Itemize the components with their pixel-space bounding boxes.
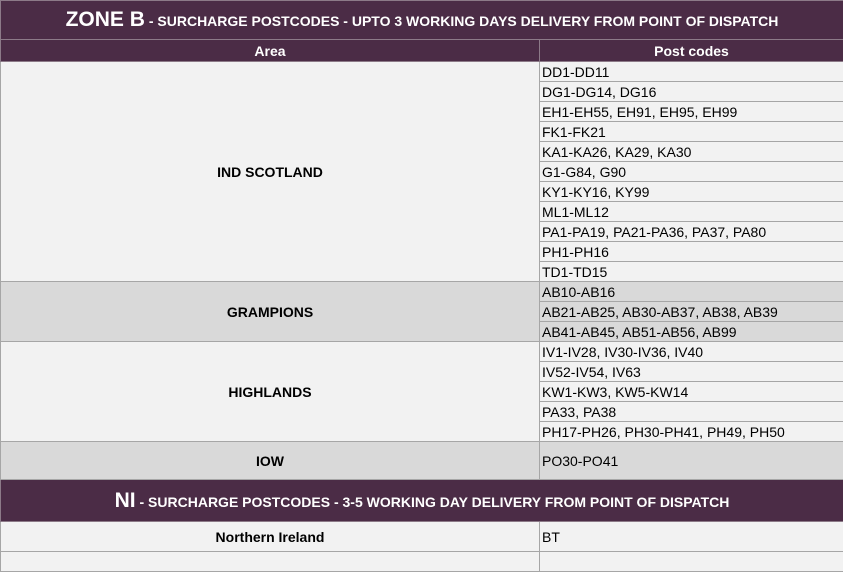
area-cell[interactable]: GRAMPIONS [1, 282, 540, 342]
area-cell[interactable]: Northern Ireland [1, 522, 540, 552]
postcode-cell[interactable]: PA33, PA38 [540, 402, 843, 422]
postcode-cell[interactable]: PH1-PH16 [540, 242, 843, 262]
ni-subtitle: - SURCHARGE POSTCODES - 3-5 WORKING DAY … [136, 494, 730, 510]
postcode-cell[interactable]: AB21-AB25, AB30-AB37, AB38, AB39 [540, 302, 843, 322]
zone-b-banner: ZONE B - SURCHARGE POSTCODES - UPTO 3 WO… [1, 1, 843, 40]
postcode-cell[interactable]: AB10-AB16 [540, 282, 843, 302]
postcode-cell[interactable]: DG1-DG14, DG16 [540, 82, 843, 102]
empty-cell[interactable] [540, 552, 843, 572]
postcode-cell[interactable]: AB41-AB45, AB51-AB56, AB99 [540, 322, 843, 342]
postcode-cell[interactable]: KY1-KY16, KY99 [540, 182, 843, 202]
postcode-cell[interactable]: BT [540, 522, 843, 552]
zone-b-title: ZONE B [66, 8, 145, 31]
postcode-cell[interactable]: G1-G84, G90 [540, 162, 843, 182]
postcode-cell[interactable]: KA1-KA26, KA29, KA30 [540, 142, 843, 162]
postcode-cell[interactable]: PH17-PH26, PH30-PH41, PH49, PH50 [540, 422, 843, 442]
postcodes-column-header: Post codes [540, 40, 843, 62]
postcode-cell[interactable]: FK1-FK21 [540, 122, 843, 142]
area-cell[interactable]: IND SCOTLAND [1, 62, 540, 282]
postcode-cell[interactable]: DD1-DD11 [540, 62, 843, 82]
area-cell[interactable]: IOW [1, 442, 540, 480]
postcode-cell[interactable]: PA1-PA19, PA21-PA36, PA37, PA80 [540, 222, 843, 242]
postcode-cell[interactable]: EH1-EH55, EH91, EH95, EH99 [540, 102, 843, 122]
postcode-cell[interactable]: ML1-ML12 [540, 202, 843, 222]
empty-row [1, 552, 843, 572]
area-column-header: Area [1, 40, 540, 62]
postcode-cell[interactable]: IV1-IV28, IV30-IV36, IV40 [540, 342, 843, 362]
empty-cell[interactable] [1, 552, 540, 572]
postcode-cell[interactable]: KW1-KW3, KW5-KW14 [540, 382, 843, 402]
zone-b-subtitle: - SURCHARGE POSTCODES - UPTO 3 WORKING D… [145, 13, 778, 29]
ni-title: NI [115, 489, 136, 512]
postcode-cell[interactable]: PO30-PO41 [540, 442, 843, 480]
ni-banner: NI - SURCHARGE POSTCODES - 3-5 WORKING D… [1, 480, 843, 522]
column-headers: Area Post codes [1, 40, 843, 62]
postcode-cell[interactable]: IV52-IV54, IV63 [540, 362, 843, 382]
area-cell[interactable]: HIGHLANDS [1, 342, 540, 442]
postcode-cell[interactable]: TD1-TD15 [540, 262, 843, 282]
